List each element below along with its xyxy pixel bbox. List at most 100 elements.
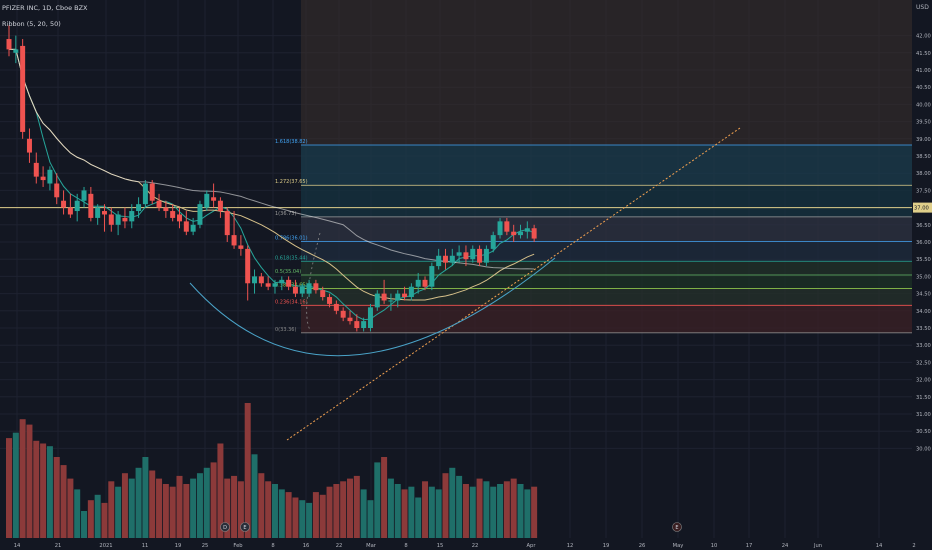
y-tick-label: 37.50: [916, 188, 931, 194]
fib-zone: [301, 275, 912, 289]
fib-label: 0.786(36.01): [275, 236, 308, 242]
candle-body: [26, 138, 32, 153]
volume-bar: [60, 465, 67, 538]
candle-body: [177, 214, 182, 222]
x-tick-label: 14: [876, 543, 883, 549]
event-marker-letter: D: [223, 525, 227, 531]
y-tick-label: 39.50: [916, 120, 931, 126]
candle-body: [429, 266, 435, 287]
fib-zone: [301, 144, 912, 186]
x-tick-label: 14: [14, 543, 21, 549]
volume-bar: [353, 475, 360, 538]
y-tick-label: 32.00: [916, 378, 931, 384]
y-tick-label: 33.00: [916, 343, 931, 349]
candle-body: [163, 207, 169, 212]
candle-body: [531, 228, 537, 239]
candle-body: [129, 211, 135, 222]
volume-bar: [271, 484, 278, 538]
candle-body: [20, 45, 26, 132]
volume-bar: [367, 500, 374, 538]
candle-body: [524, 228, 530, 232]
y-tick-label: 31.50: [916, 395, 931, 401]
candle-body: [286, 279, 292, 287]
x-tick-label: 22: [336, 543, 343, 549]
candle-body: [156, 200, 162, 208]
volume-bar: [319, 494, 326, 538]
time-axis-bg: [0, 538, 932, 550]
volume-bar: [196, 473, 203, 538]
fib-zone: [301, 241, 912, 262]
candle-body: [340, 310, 346, 318]
candle-body: [456, 252, 462, 256]
fib-label: 1(36.73): [275, 211, 296, 217]
volume-bar: [517, 484, 524, 538]
candle-body: [449, 255, 455, 263]
x-tick-label: 19: [603, 543, 610, 549]
indicator-label[interactable]: Ribbon (5, 20, 50): [2, 20, 61, 28]
candle-body: [504, 221, 510, 232]
candle-body: [136, 204, 142, 212]
volume-bar: [428, 486, 435, 538]
volume-bar: [81, 511, 88, 538]
candle-body: [490, 235, 496, 249]
last-price-badge: [913, 202, 932, 213]
y-tick-label: 34.00: [916, 309, 931, 315]
candle-body: [115, 214, 121, 225]
event-marker-icon[interactable]: [220, 522, 230, 532]
volume-bar: [231, 475, 238, 538]
candle-body: [272, 283, 278, 287]
volume-bar: [401, 489, 408, 538]
candle-body: [381, 293, 387, 301]
volume-bar: [142, 457, 149, 538]
candle-body: [88, 193, 94, 218]
volume-bar: [278, 489, 285, 538]
price-axis[interactable]: 42.00 41.50 41.00 40.50 40.00 39.50 39.00 38.50…: [912, 0, 932, 550]
arc-drawing-inner[interactable]: [306, 232, 321, 331]
candle-body: [497, 221, 503, 236]
y-tick-label: 38.50: [916, 154, 931, 160]
volume-bar: [449, 467, 456, 538]
candle-body: [197, 204, 203, 225]
arc-drawing[interactable]: [189, 257, 556, 357]
volume-bar: [456, 475, 463, 538]
candle-body: [190, 224, 196, 232]
candle-body: [13, 49, 19, 53]
event-marker-icon[interactable]: [240, 522, 250, 532]
fib-zones: [301, 0, 912, 333]
volume-bar: [265, 481, 272, 538]
candle-body: [224, 211, 230, 236]
candle-body: [415, 279, 421, 287]
candle-body: [408, 286, 414, 298]
fib-label: 0.618(35.44): [275, 255, 308, 261]
volume-bar: [53, 457, 60, 538]
volume-bar: [217, 443, 224, 538]
candle-body: [40, 176, 46, 181]
volume-bar: [422, 481, 429, 538]
volume-bar: [108, 481, 115, 538]
volume-bar: [149, 470, 156, 538]
candle-body: [204, 193, 210, 208]
candle-body: [374, 293, 380, 308]
candle-body: [47, 169, 53, 184]
fib-zone-top: [301, 0, 912, 145]
candle-body: [279, 279, 285, 284]
y-tick-label: 32.50: [916, 360, 931, 366]
event-marker-icon[interactable]: [672, 522, 682, 532]
candle-body: [142, 183, 148, 205]
volume-bar: [26, 424, 33, 538]
drawings[interactable]: [189, 127, 741, 441]
volume-bar: [224, 478, 231, 538]
x-tick-label: 11: [142, 543, 149, 549]
volume-bar: [333, 484, 340, 538]
time-axis[interactable]: 14 21 2021 11 19 25 Feb 8 16 22 Mar 8 15 22 Apr 12 19 26 M…: [0, 538, 932, 550]
fib-label: 0.382(34.65): [275, 282, 308, 288]
volume-bar: [435, 489, 442, 538]
volume-bar: [442, 473, 449, 538]
x-tick-label: 24: [782, 543, 789, 549]
candle-body: [361, 321, 367, 328]
candle-body: [436, 255, 442, 267]
candle-body: [422, 279, 428, 287]
fib-label: 1.618(38.82): [275, 139, 308, 145]
